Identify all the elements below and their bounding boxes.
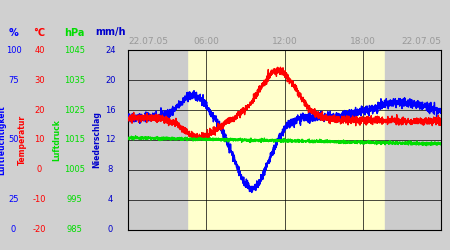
Text: 1025: 1025 xyxy=(64,106,85,114)
Text: °C: °C xyxy=(34,28,45,38)
Text: Temperatur: Temperatur xyxy=(18,115,27,165)
Text: 100: 100 xyxy=(5,46,22,54)
Text: Luftdruck: Luftdruck xyxy=(52,119,61,161)
Text: 10: 10 xyxy=(34,136,45,144)
Text: Niederschlag: Niederschlag xyxy=(92,112,101,168)
Text: 25: 25 xyxy=(8,196,19,204)
Text: 22.07.05: 22.07.05 xyxy=(401,37,441,46)
Text: Luftfeuchtigkeit: Luftfeuchtigkeit xyxy=(0,105,7,175)
Bar xyxy=(385,50,441,230)
Text: 40: 40 xyxy=(34,46,45,54)
Text: 1045: 1045 xyxy=(64,46,85,54)
Text: 16: 16 xyxy=(105,106,116,114)
Text: 8: 8 xyxy=(108,166,113,174)
Bar xyxy=(128,50,187,230)
Text: 1005: 1005 xyxy=(64,166,85,174)
Text: 06:00: 06:00 xyxy=(194,37,220,46)
Text: 30: 30 xyxy=(34,76,45,84)
Text: 50: 50 xyxy=(8,136,19,144)
Text: 20: 20 xyxy=(105,76,116,84)
Text: 75: 75 xyxy=(8,76,19,84)
Text: mm/h: mm/h xyxy=(95,28,126,38)
Text: 22.07.05: 22.07.05 xyxy=(128,37,168,46)
Text: 1015: 1015 xyxy=(64,136,85,144)
Text: -10: -10 xyxy=(33,196,46,204)
Text: 0: 0 xyxy=(37,166,42,174)
Text: 18:00: 18:00 xyxy=(350,37,376,46)
Text: 995: 995 xyxy=(67,196,82,204)
Text: 4: 4 xyxy=(108,196,113,204)
Text: 0: 0 xyxy=(108,226,113,234)
Text: 985: 985 xyxy=(66,226,82,234)
Text: 0: 0 xyxy=(11,226,16,234)
Text: hPa: hPa xyxy=(64,28,85,38)
Text: 1035: 1035 xyxy=(64,76,85,84)
Text: %: % xyxy=(9,28,18,38)
Text: 12: 12 xyxy=(105,136,116,144)
Text: 12:00: 12:00 xyxy=(272,37,297,46)
Text: 20: 20 xyxy=(34,106,45,114)
Text: -20: -20 xyxy=(33,226,46,234)
Text: 24: 24 xyxy=(105,46,116,54)
